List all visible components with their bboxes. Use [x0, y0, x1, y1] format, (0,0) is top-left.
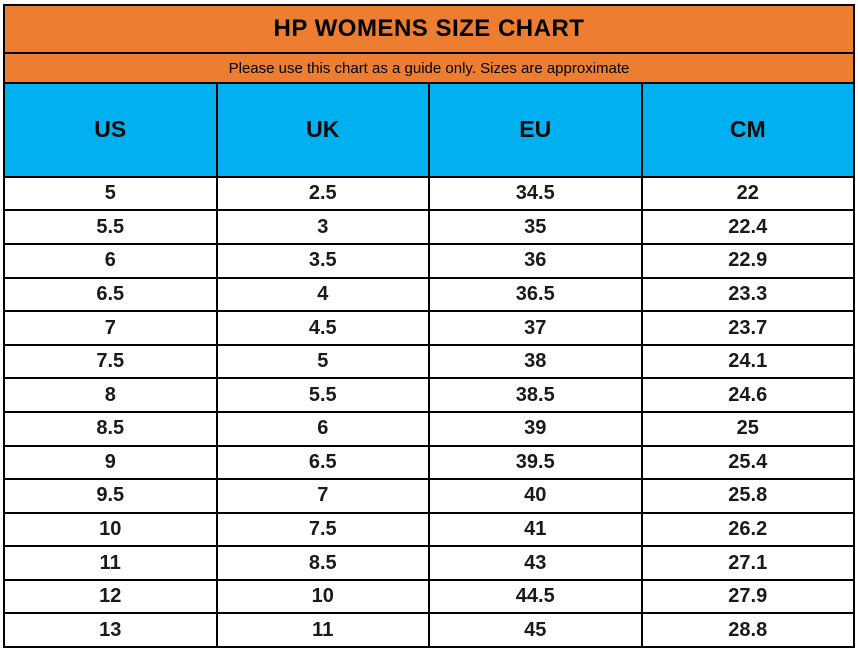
table-cell: 8.5 — [3, 410, 218, 447]
table-cell: 27.9 — [640, 578, 855, 615]
table-cell: 4.5 — [215, 310, 430, 346]
table-cell: 40 — [428, 478, 643, 514]
table-cell: 25.4 — [640, 444, 855, 481]
table-row: 9 6.5 39.5 25.4 — [3, 444, 855, 481]
table-row: 5 2.5 34.5 22 — [3, 175, 855, 212]
table-cell: 26.2 — [640, 511, 855, 548]
chart-title-row: HP WOMENS SIZE CHART — [3, 3, 855, 55]
table-cell: 45 — [428, 612, 643, 648]
chart-subtitle: Please use this chart as a guide only. S… — [3, 52, 855, 84]
table-row: 6.5 4 36.5 23.3 — [3, 276, 855, 313]
table-cell: 4 — [215, 276, 430, 313]
table-cell: 5 — [3, 175, 218, 212]
table-cell: 3 — [215, 209, 430, 246]
table-cell: 39.5 — [428, 444, 643, 481]
table-cell: 5.5 — [215, 377, 430, 413]
table-cell: 6 — [215, 410, 430, 447]
table-cell: 34.5 — [428, 175, 643, 212]
table-cell: 25.8 — [640, 478, 855, 514]
table-row: 10 7.5 41 26.2 — [3, 511, 855, 548]
chart-subtitle-row: Please use this chart as a guide only. S… — [3, 52, 855, 84]
table-cell: 28.8 — [640, 612, 855, 648]
table-cell: 9.5 — [3, 478, 218, 514]
table-cell: 6 — [3, 243, 218, 279]
table-cell: 5 — [215, 343, 430, 380]
table-row: 7 4.5 37 23.7 — [3, 310, 855, 346]
table-row: 9.5 7 40 25.8 — [3, 478, 855, 514]
table-cell: 7 — [215, 478, 430, 514]
table-cell: 24.1 — [640, 343, 855, 380]
table-cell: 37 — [428, 310, 643, 346]
table-cell: 5.5 — [3, 209, 218, 246]
table-cell: 11 — [3, 545, 218, 581]
table-cell: 44.5 — [428, 578, 643, 615]
table-cell: 27.1 — [640, 545, 855, 581]
table-cell: 8 — [3, 377, 218, 413]
table-cell: 7.5 — [215, 511, 430, 548]
table-row: 13 11 45 28.8 — [3, 612, 855, 648]
table-row: 7.5 5 38 24.1 — [3, 343, 855, 380]
table-cell: 36.5 — [428, 276, 643, 313]
table-row: 6 3.5 36 22.9 — [3, 243, 855, 279]
table-cell: 41 — [428, 511, 643, 548]
table-row: 12 10 44.5 27.9 — [3, 578, 855, 615]
table-cell: 7 — [3, 310, 218, 346]
table-cell: 24.6 — [640, 377, 855, 413]
table-cell: 23.3 — [640, 276, 855, 313]
table-cell: 6.5 — [3, 276, 218, 313]
column-header-row: US UK EU CM — [3, 81, 855, 178]
table-row: 5.5 3 35 22.4 — [3, 209, 855, 246]
table-cell: 3.5 — [215, 243, 430, 279]
table-row: 8 5.5 38.5 24.6 — [3, 377, 855, 413]
table-cell: 22 — [640, 175, 855, 212]
chart-title: HP WOMENS SIZE CHART — [3, 3, 855, 55]
table-cell: 36 — [428, 243, 643, 279]
table-cell: 12 — [3, 578, 218, 615]
column-header-us: US — [3, 81, 218, 178]
table-cell: 8.5 — [215, 545, 430, 581]
size-chart-table: HP WOMENS SIZE CHART Please use this cha… — [3, 3, 855, 648]
column-header-eu: EU — [428, 81, 643, 178]
column-header-cm: CM — [640, 81, 855, 178]
table-cell: 43 — [428, 545, 643, 581]
table-row: 11 8.5 43 27.1 — [3, 545, 855, 581]
table-cell: 7.5 — [3, 343, 218, 380]
table-cell: 6.5 — [215, 444, 430, 481]
table-cell: 9 — [3, 444, 218, 481]
table-cell: 39 — [428, 410, 643, 447]
table-cell: 25 — [640, 410, 855, 447]
table-cell: 23.7 — [640, 310, 855, 346]
table-cell: 38.5 — [428, 377, 643, 413]
table-cell: 22.4 — [640, 209, 855, 246]
table-cell: 22.9 — [640, 243, 855, 279]
column-header-uk: UK — [215, 81, 430, 178]
table-row: 8.5 6 39 25 — [3, 410, 855, 447]
table-cell: 11 — [215, 612, 430, 648]
table-cell: 10 — [3, 511, 218, 548]
table-cell: 10 — [215, 578, 430, 615]
table-cell: 35 — [428, 209, 643, 246]
table-cell: 2.5 — [215, 175, 430, 212]
table-cell: 38 — [428, 343, 643, 380]
table-cell: 13 — [3, 612, 218, 648]
